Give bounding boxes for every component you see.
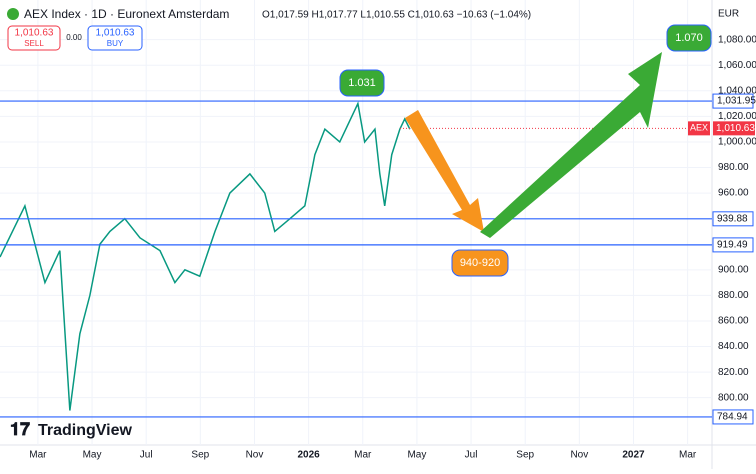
annotation-box <box>451 249 509 277</box>
y-tick-label: 1,000.00 <box>718 137 756 148</box>
buy-price: 1,010.63 <box>96 28 135 39</box>
ohlc: O1,017.59 H1,017.77 L1,010.55 C1,010.63 … <box>262 10 531 21</box>
y-tick-label: 980.00 <box>718 162 749 173</box>
x-tick-label: 2026 <box>297 450 320 461</box>
y-tick-label: 1,040.00 <box>718 85 756 96</box>
current-name-tag <box>688 121 710 136</box>
y-tick-label: 820.00 <box>718 367 749 378</box>
sell-price: 1,010.63 <box>15 28 54 39</box>
y-tick-label: 800.00 <box>718 392 749 403</box>
level-label: 784.94 <box>717 412 748 423</box>
x-tick-label: Nov <box>246 450 264 461</box>
y-tick-label: 880.00 <box>718 290 749 301</box>
x-tick-label: Nov <box>570 450 588 461</box>
level-label: 939.88 <box>717 213 748 224</box>
down-arrow <box>405 110 484 232</box>
annotation-box <box>666 24 712 52</box>
x-tick-label: Jul <box>465 450 478 461</box>
logo: 𝟏𝟕 <box>10 419 30 439</box>
x-tick-label: Sep <box>191 450 209 461</box>
x-tick-label: Sep <box>516 450 534 461</box>
y-tick-label: 840.00 <box>718 341 749 352</box>
current-label: 1,010.63 <box>716 123 755 134</box>
level-label: 1,031.95 <box>717 96 756 107</box>
level-label: 919.49 <box>717 240 748 251</box>
y-tick-label: 1,020.00 <box>718 111 756 122</box>
annotation: 940-920 <box>460 257 500 269</box>
symbol-icon <box>7 8 19 20</box>
up-arrow <box>480 52 662 238</box>
sell-button[interactable] <box>7 25 61 51</box>
x-tick-label: 2027 <box>622 450 645 461</box>
level-tag <box>712 237 754 253</box>
x-tick-label: Mar <box>29 450 47 461</box>
x-tick-label: Jul <box>140 450 153 461</box>
buy-label: BUY <box>107 39 124 48</box>
x-tick-label: May <box>83 450 102 461</box>
x-tick-label: Mar <box>679 450 697 461</box>
y-tick-label: 1,080.00 <box>718 34 756 45</box>
x-tick-label: May <box>407 450 426 461</box>
x-tick-label: Mar <box>354 450 372 461</box>
y-tick-label: 1,060.00 <box>718 60 756 71</box>
sell-label: SELL <box>24 39 44 48</box>
level-tag <box>712 93 754 109</box>
y-tick-label: 960.00 <box>718 188 749 199</box>
chart-title: AEX Index · 1D · Euronext Amsterdam <box>24 7 229 21</box>
y-tick-label: 860.00 <box>718 316 749 327</box>
annotation-box <box>339 69 385 97</box>
current-tag <box>713 121 755 136</box>
annotation: 1.070 <box>675 32 703 44</box>
price-line <box>0 101 411 411</box>
spread: 0.00 <box>66 33 82 42</box>
currency: EUR <box>718 9 739 20</box>
brand: TradingView <box>38 422 133 439</box>
current-name: AEX <box>690 123 708 133</box>
level-tag <box>712 211 754 227</box>
y-tick-label: 900.00 <box>718 264 749 275</box>
level-tag <box>712 409 754 425</box>
annotation: 1.031 <box>348 77 376 89</box>
buy-button[interactable] <box>87 25 143 51</box>
